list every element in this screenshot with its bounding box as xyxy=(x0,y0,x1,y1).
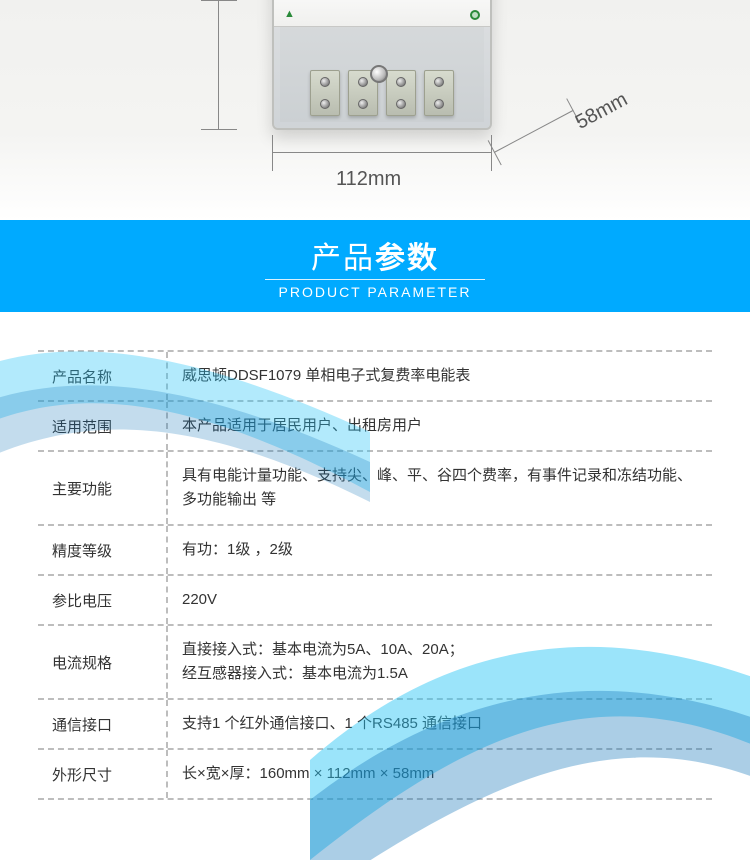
section-banner: 产品参数 PRODUCT PARAMETER xyxy=(0,220,750,312)
param-value: 威思顿DDSF1079 单相电子式复费率电能表 xyxy=(168,352,712,400)
terminal-block xyxy=(386,70,416,116)
param-value: 本产品适用于居民用户、出租房用户 xyxy=(168,402,712,450)
banner-title-bold: 参数 xyxy=(375,242,439,275)
table-row: 外形尺寸长×宽×厚：160mm × 112mm × 58mm xyxy=(38,748,712,800)
banner-title: 产品参数 xyxy=(311,233,439,277)
dimension-width-line xyxy=(272,152,492,153)
param-label: 外形尺寸 xyxy=(38,750,168,798)
table-row: 参比电压220V xyxy=(38,574,712,624)
meter-device-illustration: ▲ xyxy=(272,0,492,130)
dimension-width-label: 112mm xyxy=(336,168,401,191)
banner-title-prefix: 产品 xyxy=(311,242,375,275)
meter-brand-text: ▲ xyxy=(284,8,295,20)
dimension-height-line xyxy=(218,0,219,130)
param-value: 长×宽×厚：160mm × 112mm × 58mm xyxy=(168,750,712,798)
table-row: 电流规格直接接入式：基本电流为5A、10A、20A； 经互感器接入式：基本电流为… xyxy=(38,624,712,698)
param-label: 电流规格 xyxy=(38,626,168,698)
param-label: 适用范围 xyxy=(38,402,168,450)
param-value: 有功：1级 ，2级 xyxy=(168,526,712,574)
param-label: 主要功能 xyxy=(38,452,168,524)
param-label: 参比电压 xyxy=(38,576,168,624)
param-label: 精度等级 xyxy=(38,526,168,574)
param-label: 产品名称 xyxy=(38,352,168,400)
meter-led-icon xyxy=(470,10,480,20)
banner-subtitle: PRODUCT PARAMETER xyxy=(265,279,485,300)
dimension-depth-label: 58mm xyxy=(572,88,632,134)
param-value: 具有电能计量功能、支持尖、峰、平、谷四个费率，有事件记录和冻结功能、多功能输出 … xyxy=(168,452,712,524)
param-value: 220V xyxy=(168,576,712,624)
product-dimension-figure: ▲ 112mm 58mm xyxy=(0,0,750,220)
param-value: 支持1 个红外通信接口、1 个RS485 通信接口 xyxy=(168,700,712,748)
dimension-depth-line xyxy=(494,110,574,153)
parameters-table: 产品名称威思顿DDSF1079 单相电子式复费率电能表适用范围本产品适用于居民用… xyxy=(38,350,712,800)
table-row: 适用范围本产品适用于居民用户、出租房用户 xyxy=(38,400,712,450)
table-row: 通信接口支持1 个红外通信接口、1 个RS485 通信接口 xyxy=(38,698,712,748)
center-screw-icon xyxy=(370,65,388,83)
terminal-block xyxy=(310,70,340,116)
terminal-block xyxy=(424,70,454,116)
param-value: 直接接入式：基本电流为5A、10A、20A； 经互感器接入式：基本电流为1.5A xyxy=(168,626,712,698)
table-row: 精度等级有功：1级 ，2级 xyxy=(38,524,712,574)
table-row: 主要功能具有电能计量功能、支持尖、峰、平、谷四个费率，有事件记录和冻结功能、多功… xyxy=(38,450,712,524)
parameters-section: 产品名称威思顿DDSF1079 单相电子式复费率电能表适用范围本产品适用于居民用… xyxy=(0,312,750,860)
param-label: 通信接口 xyxy=(38,700,168,748)
table-row: 产品名称威思顿DDSF1079 单相电子式复费率电能表 xyxy=(38,350,712,400)
